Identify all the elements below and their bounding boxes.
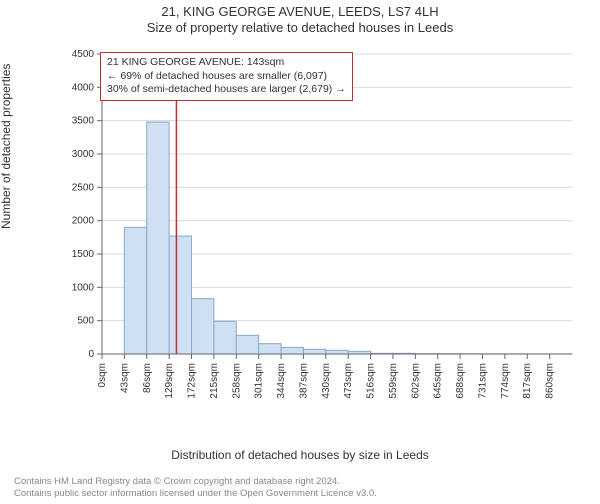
footer-line-2: Contains public sector information licen… — [14, 488, 377, 500]
footer-line-1: Contains HM Land Registry data © Crown c… — [14, 476, 377, 488]
svg-text:3000: 3000 — [72, 149, 95, 160]
svg-text:2500: 2500 — [72, 182, 95, 193]
svg-text:559sqm: 559sqm — [388, 363, 399, 399]
svg-text:43sqm: 43sqm — [119, 363, 130, 393]
svg-text:4500: 4500 — [72, 49, 95, 60]
svg-text:1000: 1000 — [72, 282, 95, 293]
svg-text:172sqm: 172sqm — [187, 363, 198, 399]
svg-text:0: 0 — [88, 349, 94, 360]
chart-plot-area: 0 500 1000 1500 2000 2500 3000 3500 4000 4500 0sqm… — [62, 46, 584, 416]
svg-text:500: 500 — [77, 316, 94, 327]
histogram-svg: 0 500 1000 1500 2000 2500 3000 3500 4000 4500 0sqm… — [62, 46, 584, 416]
svg-text:2000: 2000 — [72, 216, 95, 227]
chart-title-main: 21, KING GEORGE AVENUE, LEEDS, LS7 4LH — [0, 4, 600, 19]
svg-text:774sqm: 774sqm — [500, 363, 511, 399]
svg-text:86sqm: 86sqm — [142, 363, 153, 393]
svg-text:3500: 3500 — [72, 116, 95, 127]
svg-text:215sqm: 215sqm — [209, 363, 220, 399]
svg-text:516sqm: 516sqm — [366, 363, 377, 399]
svg-text:0sqm: 0sqm — [97, 363, 108, 387]
svg-text:731sqm: 731sqm — [477, 363, 488, 399]
annotation-line-2: ← 69% of detached houses are smaller (6,… — [107, 70, 346, 84]
x-axis-label: Distribution of detached houses by size … — [0, 448, 600, 462]
svg-text:129sqm: 129sqm — [164, 363, 175, 399]
chart-title-sub: Size of property relative to detached ho… — [0, 20, 600, 35]
svg-text:645sqm: 645sqm — [433, 363, 444, 399]
svg-text:258sqm: 258sqm — [231, 363, 242, 399]
svg-text:344sqm: 344sqm — [276, 363, 287, 399]
svg-text:301sqm: 301sqm — [254, 363, 265, 399]
y-axis-label: Number of detached properties — [0, 64, 13, 229]
svg-text:817sqm: 817sqm — [522, 363, 533, 399]
svg-text:688sqm: 688sqm — [455, 363, 466, 399]
svg-text:860sqm: 860sqm — [545, 363, 556, 399]
svg-text:1500: 1500 — [72, 249, 95, 260]
annotation-line-1: 21 KING GEORGE AVENUE: 143sqm — [107, 56, 346, 70]
svg-text:4000: 4000 — [72, 82, 95, 93]
property-annotation-box: 21 KING GEORGE AVENUE: 143sqm ← 69% of d… — [100, 52, 353, 101]
svg-text:473sqm: 473sqm — [343, 363, 354, 399]
attribution-footer: Contains HM Land Registry data © Crown c… — [14, 476, 377, 500]
svg-text:602sqm: 602sqm — [410, 363, 421, 399]
svg-text:430sqm: 430sqm — [321, 363, 332, 399]
svg-text:387sqm: 387sqm — [298, 363, 309, 399]
annotation-line-3: 30% of semi-detached houses are larger (… — [107, 83, 346, 97]
